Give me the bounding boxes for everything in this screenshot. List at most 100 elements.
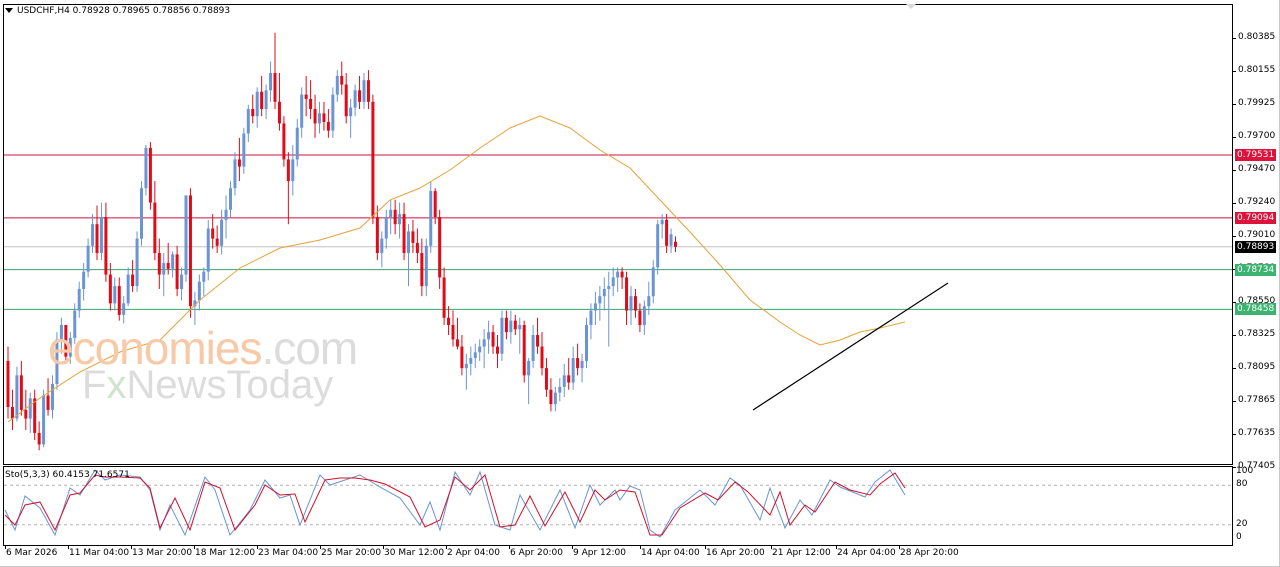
time-tick [446,545,447,549]
candle-body [326,121,330,131]
price-tick-label: 0.79925 [1238,98,1276,109]
candle-body [117,286,121,315]
candle-body [540,346,544,369]
time-tick [899,545,900,549]
candle-body [175,254,179,289]
candles-group [6,32,677,451]
dropdown-triangle-icon[interactable] [5,8,13,13]
candle-body [166,263,170,269]
candle-body [380,238,384,253]
candle-body [375,216,379,253]
candle-body [469,358,473,364]
price-tick [1233,235,1236,237]
stochastic-main-line [4,469,906,538]
candle-body [224,209,228,220]
time-tick [509,545,510,549]
candle-body [91,224,95,246]
candle-body [295,127,299,160]
candle-body [122,303,126,315]
price-tick [1233,367,1236,369]
candle-body [246,109,250,134]
candle-body [660,219,664,225]
candle-body [73,310,77,338]
candle-body [28,398,32,419]
candle-body [620,271,624,278]
stochastic-title: Sto(5,3,3) 60.4153 71.6571 [5,470,130,480]
candle-body [366,80,370,102]
chart-shift-marker-icon[interactable] [906,4,916,9]
time-tick [257,545,258,549]
candle-body [638,310,642,325]
chart-title[interactable]: USDCHF,H4 0.78928 0.78965 0.78856 0.7889… [5,6,230,16]
price-tick-label: 0.79240 [1238,196,1276,207]
price-tick-label: 0.77635 [1238,427,1276,438]
price-axis[interactable]: 0.80385 0.80155 0.79925 0.79700 0.79470 0.792… [1233,4,1280,471]
candle-body [553,392,557,405]
candle-body [473,352,477,359]
time-tick [194,545,195,549]
time-tick [131,545,132,549]
candle-body [487,332,491,340]
candle-body [318,113,321,124]
candle-body [349,107,353,117]
time-tick [68,545,69,549]
candle-body [286,159,290,181]
candle-body [113,286,117,304]
price-tick [1233,467,1236,468]
candle-body [264,90,268,110]
candle-body [593,303,597,311]
candle-body [629,296,633,311]
candle-body [567,375,571,383]
stochastic-axis-label: 100 [1236,466,1254,476]
candle-body [398,214,402,225]
time-tick-label: 16 Apr 20:00 [706,548,765,558]
candle-body [193,300,197,307]
time-tick [836,545,837,549]
time-tick-label: 21 Apr 12:00 [772,548,831,558]
candle-body [500,317,504,354]
candle-body [496,346,499,354]
candle-body [504,317,508,333]
price-tick [1233,38,1236,39]
trendline [752,282,949,411]
time-axis[interactable]: 6 Mar 2026 11 Mar 04:00 13 Mar 20:00 18 Mar… [3,545,1233,565]
candle-body [260,91,264,110]
price-tick [1233,433,1236,435]
candle-body [442,277,446,318]
candle-body [46,395,50,410]
candle-body [64,324,68,357]
candle-body [558,386,562,393]
price-tick-label: 0.78550 [1238,296,1276,307]
candle-body [447,317,451,325]
candle-body [451,324,455,340]
candle-body [206,228,210,272]
candle-body [135,238,139,287]
price-tick-label: 0.80155 [1238,65,1276,76]
time-tick-label: 11 Mar 04:00 [69,548,130,558]
time-tick [771,545,772,549]
price-tick [1233,71,1236,73]
candle-body [433,191,437,217]
stochastic-pane[interactable] [3,466,1233,546]
candle-body [55,339,59,384]
price-tick [1233,202,1236,204]
candle-body [304,94,308,99]
candle-body [647,296,651,307]
candle-body [51,383,54,410]
candle-body [625,277,629,311]
candle-body [656,224,660,268]
time-tick [320,545,321,549]
candle-body [513,320,517,330]
candle-body [576,358,580,369]
time-tick-label: 6 Mar 2026 [6,548,58,558]
candle-body [184,195,188,275]
time-tick-label: 28 Apr 20:00 [900,548,959,558]
candle-body [6,360,10,408]
candle-body [140,188,143,239]
candle-body [536,335,540,347]
candle-body [585,324,588,361]
candle-body [407,231,410,253]
candle-body [607,286,611,289]
